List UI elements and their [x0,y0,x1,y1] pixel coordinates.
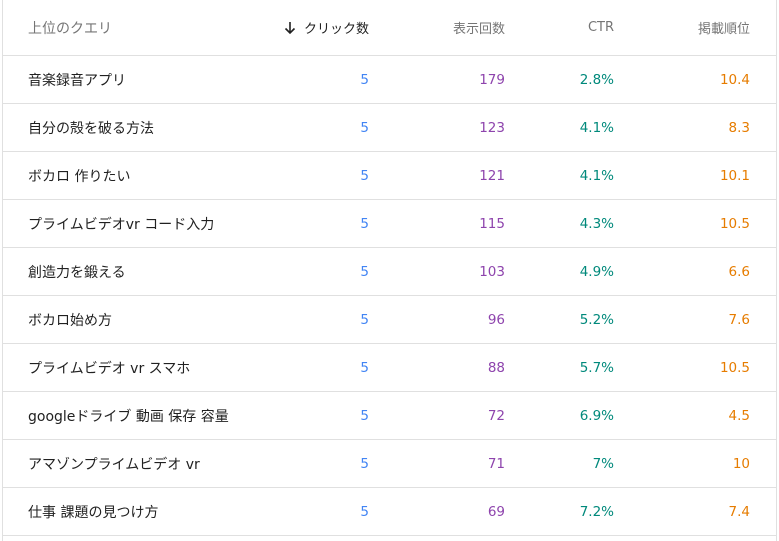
table-row[interactable]: 創造力を鍛える 5 103 4.9% 6.6 [3,248,776,296]
table-row[interactable]: 自分の殻を破る方法 5 123 4.1% 8.3 [3,104,776,152]
table-row[interactable]: 仕事 課題の見つけ方 5 69 7.2% 7.4 [3,488,776,536]
impressions-cell: 123 [479,119,505,136]
impressions-cell: 96 [487,311,505,328]
position-cell: 4.5 [728,407,750,424]
table-row[interactable]: アマゾンプライムビデオ vr 5 71 7% 10 [3,440,776,488]
position-cell: 7.4 [728,503,750,520]
column-header-impressions[interactable]: 表示回数 [453,0,505,55]
table-row[interactable]: googleドライブ 動画 保存 容量 5 72 6.9% 4.5 [3,392,776,440]
ctr-cell: 4.1% [579,119,614,136]
impressions-cell: 69 [487,503,505,520]
impressions-cell: 115 [479,215,505,232]
clicks-cell: 5 [360,407,369,424]
clicks-cell: 5 [360,455,369,472]
impressions-cell: 72 [487,407,505,424]
column-header-impressions-label: 表示回数 [452,22,505,37]
table-row[interactable]: ボカロ 作りたい 5 121 4.1% 10.1 [3,152,776,200]
position-cell: 6.6 [728,263,750,280]
clicks-cell: 5 [360,119,369,136]
clicks-cell: 5 [360,215,369,232]
query-cell: アマゾンプライムビデオ vr [28,456,200,473]
ctr-cell: 5.2% [579,311,614,328]
column-header-query-label: 上位のクエリ [28,20,112,37]
ctr-cell: 4.9% [579,263,614,280]
table-row[interactable]: プライムビデオvr コード入力 5 115 4.3% 10.5 [3,200,776,248]
column-header-ctr-label: CTR [587,20,614,35]
clicks-cell: 5 [360,167,369,184]
clicks-cell: 5 [360,311,369,328]
impressions-cell: 121 [479,167,505,184]
position-cell: 10.4 [719,71,750,88]
column-header-clicks[interactable]: クリック数 [284,0,369,55]
column-header-position[interactable]: 掲載順位 [698,0,750,55]
position-cell: 10.5 [719,359,750,376]
arrow-down-icon [284,21,296,35]
clicks-cell: 5 [360,503,369,520]
position-cell: 8.3 [728,119,750,136]
query-cell: 音楽録音アプリ [28,72,126,89]
query-cell: プライムビデオvr コード入力 [28,216,215,233]
column-header-ctr[interactable]: CTR [588,0,614,55]
position-cell: 7.6 [728,311,750,328]
ctr-cell: 7.2% [579,503,614,520]
query-cell: ボカロ始め方 [28,312,112,329]
query-cell: googleドライブ 動画 保存 容量 [28,408,229,425]
impressions-cell: 88 [487,359,505,376]
ctr-cell: 6.9% [579,407,614,424]
column-header-query[interactable]: 上位のクエリ [28,0,112,55]
ctr-cell: 4.3% [579,215,614,232]
clicks-cell: 5 [360,71,369,88]
position-cell: 10.1 [719,167,750,184]
ctr-cell: 2.8% [579,71,614,88]
impressions-cell: 71 [487,455,505,472]
query-cell: ボカロ 作りたい [28,168,131,185]
column-header-position-label: 掲載順位 [697,22,750,37]
table-row[interactable]: プライムビデオ vr スマホ 5 88 5.7% 10.5 [3,344,776,392]
query-cell: 仕事 課題の見つけ方 [28,504,159,521]
table-row[interactable]: 音楽録音アプリ 5 179 2.8% 10.4 [3,56,776,104]
table-header: 上位のクエリ クリック数 表示回数 CTR 掲載順位 [3,0,776,56]
column-header-clicks-label: クリック数 [303,22,369,37]
impressions-cell: 179 [479,71,505,88]
ctr-cell: 4.1% [579,167,614,184]
clicks-cell: 5 [360,359,369,376]
ctr-cell: 5.7% [579,359,614,376]
impressions-cell: 103 [479,263,505,280]
position-cell: 10.5 [719,215,750,232]
clicks-cell: 5 [360,263,369,280]
position-cell: 10 [732,455,750,472]
query-cell: プライムビデオ vr スマホ [28,360,191,377]
query-cell: 自分の殻を破る方法 [28,120,154,137]
ctr-cell: 7% [592,455,614,472]
table-row[interactable]: ボカロ始め方 5 96 5.2% 7.6 [3,296,776,344]
query-cell: 創造力を鍛える [28,264,126,281]
